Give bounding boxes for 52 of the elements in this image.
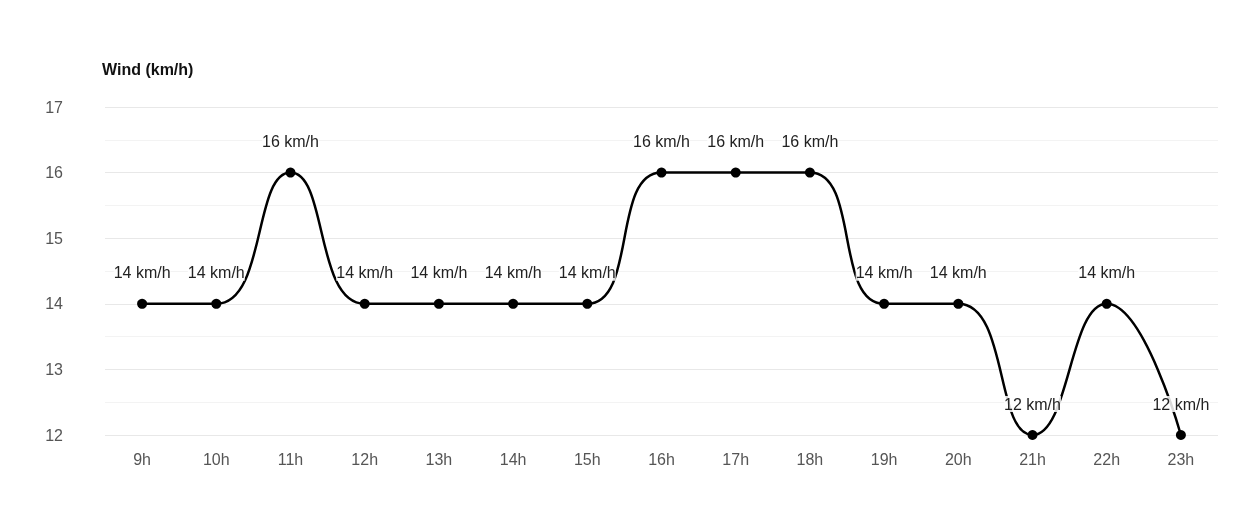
point [1027, 430, 1038, 440]
data-label: 14 km/h [113, 264, 171, 282]
data-label: 12 km/h [1152, 395, 1210, 413]
y-tick-label: 17 [45, 98, 64, 116]
y-tick-label: 13 [45, 360, 64, 378]
x-tick-label: 16h [648, 450, 675, 468]
x-tick-label: 20h [944, 450, 972, 468]
x-tick-label: 13h [425, 450, 453, 468]
data-label: 14 km/h [187, 264, 245, 282]
point [1101, 298, 1112, 309]
y-tick-label: 14 [45, 295, 64, 313]
data-label: 14 km/h [855, 264, 913, 282]
x-tick-label: 14h [499, 450, 527, 468]
data-label: 12 km/h [1004, 395, 1061, 413]
point [582, 298, 593, 309]
data-label: 14 km/h [929, 264, 987, 282]
data-label: 16 km/h [707, 133, 765, 151]
y-tick-label: 16 [45, 164, 64, 182]
data-label: 16 km/h [633, 133, 690, 151]
point [879, 298, 890, 309]
point [730, 167, 741, 178]
data-label: 14 km/h [410, 264, 468, 282]
y-axis-title: Wind (km/h) [102, 60, 194, 78]
y-tick-label: 15 [45, 229, 64, 247]
data-label: 16 km/h [262, 133, 319, 151]
x-tick-label: 9h [133, 450, 151, 468]
point [508, 298, 519, 309]
point [359, 298, 370, 309]
data-label: 14 km/h [484, 264, 542, 282]
point [953, 298, 964, 309]
x-tick-label: 11h [277, 450, 304, 468]
x-tick-label: 21h [1019, 450, 1046, 468]
x-tick-label: 22h [1093, 450, 1121, 468]
x-tick-label: 12h [351, 450, 379, 468]
point [656, 167, 667, 178]
x-tick-label: 23h [1167, 450, 1195, 468]
x-tick-label: 18h [796, 450, 824, 468]
y-tick-label: 12 [45, 426, 64, 444]
point [285, 167, 296, 178]
data-label: 16 km/h [781, 133, 839, 151]
data-label: 14 km/h [336, 264, 394, 282]
point [211, 298, 222, 309]
point [137, 298, 148, 309]
point [433, 298, 444, 309]
x-tick-label: 15h [573, 450, 601, 468]
x-tick-label: 10h [202, 450, 230, 468]
x-tick-label: 19h [870, 450, 898, 468]
data-label: 14 km/h [1078, 264, 1136, 282]
x-tick-label: 17h [722, 450, 750, 468]
data-label: 14 km/h [558, 264, 616, 282]
point [804, 167, 815, 178]
point [1175, 430, 1186, 440]
